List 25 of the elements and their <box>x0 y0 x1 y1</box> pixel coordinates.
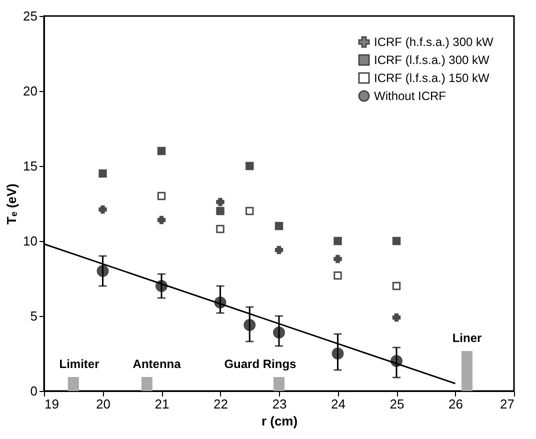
annotation: Liner <box>452 331 482 345</box>
x-tick-label: 23 <box>272 396 287 412</box>
x-tick-label: 19 <box>44 396 59 412</box>
legend-label: ICRF (l.f.s.a.) 300 kW <box>374 53 490 67</box>
legend-label: Without ICRF <box>374 89 446 103</box>
x-axis-title: r (cm) <box>261 414 298 428</box>
y-tick-label: 10 <box>23 234 38 248</box>
annotation: Guard Rings <box>224 357 297 371</box>
x-tick-label: 26 <box>448 396 463 412</box>
x-tick-label: 22 <box>214 396 228 412</box>
x-tick-label: 24 <box>331 396 346 412</box>
y-tick-label: 15 <box>23 158 38 174</box>
annotation: Limiter <box>59 357 100 371</box>
x-tick-label: 21 <box>154 396 170 412</box>
x-tick-label: 25 <box>390 396 404 412</box>
x-tick-label: 27 <box>500 396 514 412</box>
y-tick-label: 5 <box>30 308 38 324</box>
legend-label: ICRF (h.f.s.a.) 300 kW <box>374 35 494 49</box>
annotation: Antenna <box>132 357 182 371</box>
x-tick-label: 20 <box>96 396 110 412</box>
y-tick-label: 25 <box>23 8 38 24</box>
y-tick-label: 0 <box>30 384 38 398</box>
y-tick-label: 20 <box>23 84 38 98</box>
legend-label: ICRF (l.f.s.a.) 150 kW <box>374 71 490 85</box>
y-axis-title: Tₑ (eV) <box>4 184 20 224</box>
